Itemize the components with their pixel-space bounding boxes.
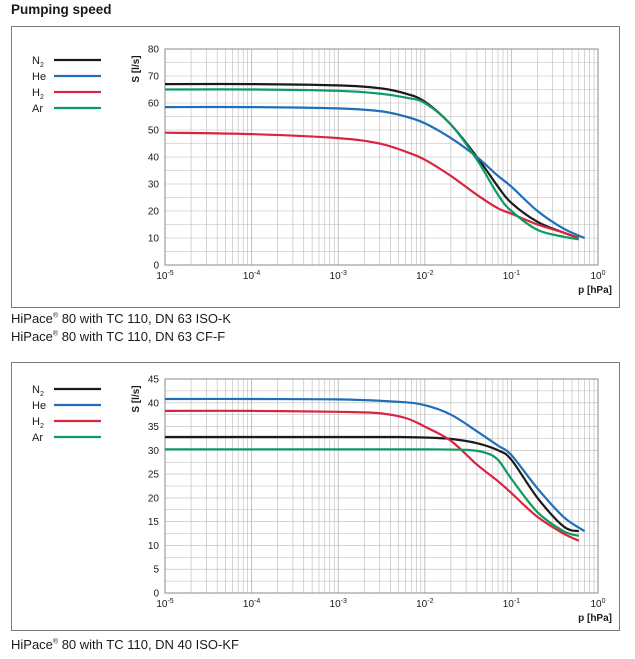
- x-tick-label: 10-3: [330, 598, 347, 610]
- series-line-he: [164, 397, 586, 533]
- x-tick-label: 10-2: [416, 598, 433, 610]
- caption-1: HiPace® 80 with TC 110, DN 63 ISO-K: [11, 311, 231, 326]
- y-tick-label: 30: [148, 446, 160, 457]
- y-tick-label: 70: [148, 72, 160, 83]
- y-tick-label: 10: [148, 541, 160, 552]
- y-tick-label: 30: [148, 180, 160, 191]
- chart-1-svg: 0 10 20 30 40 50 60 70 80 10-5 10-4 10-3 10-2 10-1 100…: [32, 45, 612, 297]
- y-tick-label: 20: [148, 207, 160, 218]
- x-tick-label: 10-1: [503, 270, 520, 282]
- x-tick-label: 10-3: [330, 270, 347, 282]
- x-tick-label: 10-5: [156, 270, 173, 282]
- y-tick-label: 20: [148, 493, 160, 504]
- y-tick-label: 0: [153, 261, 159, 272]
- caption-2-text: 80 with TC 110, DN 63 CF-F: [58, 329, 226, 344]
- caption-1-text: 80 with TC 110, DN 63 ISO-K: [58, 311, 232, 326]
- y-axis-title: S [l/s]: [131, 385, 142, 412]
- legend-label-ar: Ar: [32, 103, 43, 115]
- x-tick-label: 100: [590, 598, 605, 610]
- legend-label-h2: H2: [32, 416, 44, 430]
- legend-label-ar: Ar: [32, 432, 43, 444]
- legend-label-n2: N2: [32, 384, 44, 398]
- y-tick-label: 15: [148, 517, 160, 528]
- chart-2-svg: 0 5 10 15 20 25 30 35 40 45 10-5 10-4 10-3 10-2 10-1 10…: [32, 375, 612, 625]
- legend-label-n2: N2: [32, 55, 44, 69]
- y-tick-label: 35: [148, 422, 160, 433]
- caption-3: HiPace® 80 with TC 110, DN 40 ISO-KF: [11, 637, 239, 652]
- y-tick-label: 60: [148, 99, 160, 110]
- x-axis-title: p [hPa]: [578, 285, 612, 296]
- series-line-he: [164, 105, 586, 240]
- x-tick-label: 10-4: [243, 270, 260, 282]
- y-tick-label: 0: [153, 589, 159, 600]
- chart-panel-1: 0 10 20 30 40 50 60 70 80 10-5 10-4 10-3 10-2 10-1 100…: [11, 26, 620, 308]
- y-tick-label: 40: [148, 153, 160, 164]
- caption-3-text: 80 with TC 110, DN 40 ISO-KF: [58, 637, 239, 652]
- plot-frame: [164, 48, 599, 266]
- x-tick-label: 100: [590, 270, 605, 282]
- series-line-n2: [165, 435, 580, 533]
- registered-mark: ®: [52, 638, 59, 646]
- series-line-ar: [164, 448, 580, 537]
- y-tick-label: 5: [153, 565, 159, 576]
- y-tick-label: 40: [148, 398, 160, 409]
- caption-1-brand: HiPace: [11, 311, 53, 326]
- x-tick-label: 10-4: [243, 598, 260, 610]
- y-tick-label: 45: [148, 375, 160, 386]
- section-title: Pumping speed: [11, 2, 112, 17]
- y-axis-title: S [l/s]: [131, 55, 142, 82]
- caption-3-brand: HiPace: [11, 637, 53, 652]
- chart-panel-2: 0 5 10 15 20 25 30 35 40 45 10-5 10-4 10-3 10-2 10-1 10…: [11, 362, 620, 631]
- legend-label-he: He: [32, 400, 46, 412]
- caption-2-brand: HiPace: [11, 329, 53, 344]
- y-tick-label: 10: [148, 234, 160, 245]
- x-axis-title: p [hPa]: [578, 613, 612, 624]
- series-line-h2: [164, 131, 580, 240]
- plot-frame: [164, 378, 599, 594]
- y-tick-label: 50: [148, 126, 160, 137]
- y-tick-label: 25: [148, 470, 160, 481]
- x-tick-label: 10-5: [156, 598, 173, 610]
- x-tick-label: 10-1: [503, 598, 520, 610]
- registered-mark: ®: [52, 330, 59, 338]
- legend-label-he: He: [32, 71, 46, 83]
- series-line-ar: [164, 88, 579, 241]
- registered-mark: ®: [52, 312, 59, 320]
- caption-2: HiPace® 80 with TC 110, DN 63 CF-F: [11, 329, 225, 344]
- y-tick-label: 80: [148, 45, 160, 56]
- legend-label-h2: H2: [32, 87, 44, 101]
- x-tick-label: 10-2: [416, 270, 433, 282]
- series-line-h2: [164, 409, 580, 542]
